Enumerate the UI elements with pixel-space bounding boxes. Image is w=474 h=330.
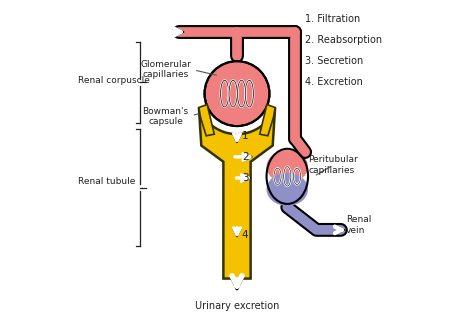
Text: 3. Secretion: 3. Secretion: [305, 56, 364, 66]
Text: Urinary excretion: Urinary excretion: [195, 301, 279, 311]
Polygon shape: [260, 105, 275, 136]
Ellipse shape: [266, 150, 308, 183]
Text: Glomerular
capillaries: Glomerular capillaries: [140, 60, 217, 79]
Text: Renal
vein: Renal vein: [346, 215, 371, 235]
Text: 3: 3: [242, 173, 248, 183]
Text: Bowman's
capsule: Bowman's capsule: [143, 107, 199, 126]
Text: Renal corpuscle: Renal corpuscle: [78, 76, 150, 85]
Text: 1: 1: [242, 131, 248, 141]
Text: Renal tubule: Renal tubule: [78, 177, 136, 186]
Polygon shape: [199, 105, 214, 136]
Text: 2. Reabsorption: 2. Reabsorption: [305, 35, 382, 45]
Text: 4. Excretion: 4. Excretion: [305, 77, 363, 87]
Text: 2: 2: [242, 152, 248, 162]
Text: 1. Filtration: 1. Filtration: [305, 14, 360, 24]
Text: Peritubular
capillaries: Peritubular capillaries: [309, 155, 358, 175]
Polygon shape: [199, 108, 275, 279]
Text: 4: 4: [242, 230, 248, 240]
Circle shape: [205, 61, 269, 126]
Ellipse shape: [266, 173, 308, 206]
